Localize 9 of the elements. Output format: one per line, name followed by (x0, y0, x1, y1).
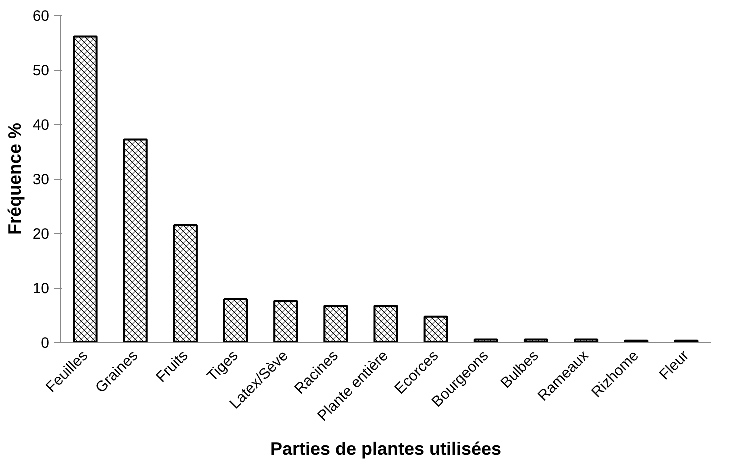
y-tick-label: 20 (32, 226, 50, 243)
y-tick-label: 10 (32, 280, 50, 298)
y-tick-label: 40 (32, 117, 50, 134)
y-tick-label: 30 (32, 172, 50, 188)
y-tick-label: 0 (41, 335, 50, 352)
y-axis-title: Fréquence % (4, 122, 25, 236)
y-tick-label: 50 (32, 62, 50, 80)
y-tick-label: 60 (32, 8, 50, 25)
x-axis-title: Parties de plantes utilisées (270, 438, 502, 459)
